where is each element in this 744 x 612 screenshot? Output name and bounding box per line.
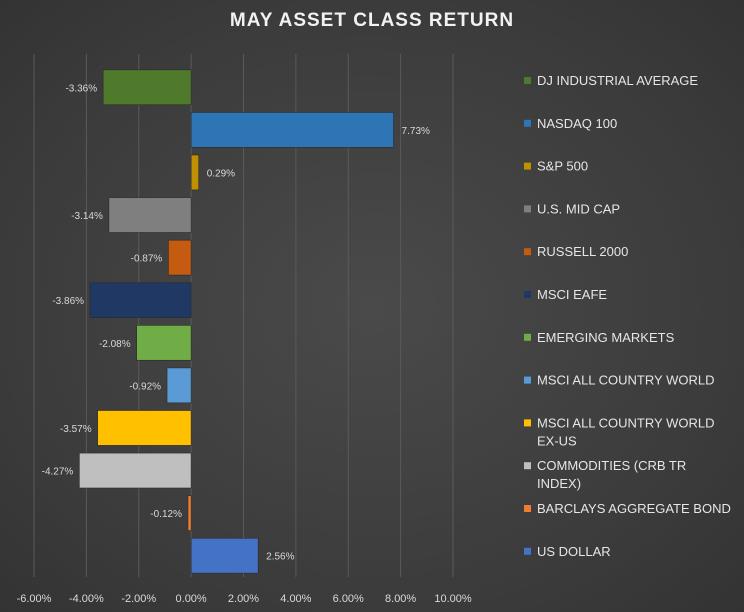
bar (97, 410, 192, 446)
bar (102, 69, 192, 106)
bar (79, 452, 192, 489)
x-tick-label: -6.00% (17, 593, 52, 605)
legend-swatch (524, 333, 531, 341)
bar (190, 112, 394, 148)
legend-swatch (524, 419, 531, 427)
x-tick-label: 0.00% (176, 593, 207, 605)
bar (166, 367, 192, 404)
legend-swatch (524, 77, 531, 84)
chart-title: MAY ASSET CLASS RETURN (229, 10, 515, 31)
legend-label: MSCI ALL COUNTRY WORLD EX-US (537, 415, 714, 448)
legend-label: U.S. MID CAP (537, 201, 620, 216)
data-label: -3.57% (60, 424, 92, 435)
bar (168, 239, 192, 276)
legend-label: RUSSELL 2000 (537, 244, 628, 259)
legend-label: MSCI EAFE (537, 287, 607, 302)
x-tick-label: -4.00% (69, 593, 104, 605)
legend-swatch (524, 505, 531, 512)
legend-label: US DOLLAR (537, 544, 611, 559)
x-tick-label: 6.00% (333, 593, 364, 605)
legend-label: MSCI ALL COUNTRY WORLD (537, 373, 714, 388)
x-tick-label: 2.00% (228, 593, 259, 605)
legend-label: NASDAQ 100 (537, 116, 617, 131)
legend-label: S&P 500 (537, 159, 588, 174)
data-label: -3.86% (52, 296, 84, 307)
legend-swatch (524, 119, 531, 127)
data-label: -0.87% (131, 254, 163, 265)
bar (136, 325, 192, 361)
data-label: 2.56% (266, 552, 294, 563)
data-label: -2.08% (99, 339, 131, 350)
legend-swatch (524, 462, 531, 470)
legend-swatch (524, 205, 531, 213)
data-label: -3.14% (71, 211, 103, 222)
data-label: -3.36% (65, 83, 97, 94)
data-label: -0.92% (129, 381, 161, 392)
bar (190, 537, 259, 574)
legend-swatch (524, 291, 531, 298)
legend-swatch (524, 376, 531, 384)
legend-label: DJ INDUSTRIAL AVERAGE (537, 73, 698, 88)
legend-swatch (524, 248, 531, 256)
data-label: -4.27% (42, 467, 74, 478)
legend-label: BARCLAYS AGGREGATE BOND (537, 501, 731, 516)
bar (108, 197, 192, 233)
x-tick-label: -2.00% (121, 593, 156, 605)
data-label: 7.73% (402, 126, 430, 137)
x-tick-label: 4.00% (280, 593, 311, 605)
bar (187, 495, 192, 531)
bar (89, 282, 192, 318)
x-tick-label: 10.00% (434, 593, 472, 605)
data-label: 0.29% (207, 168, 235, 179)
x-tick-label: 8.00% (385, 593, 416, 605)
legend-label: COMMODITIES (CRB TR INDEX) (537, 458, 686, 491)
legend-swatch (524, 162, 531, 170)
legend-label: EMERGING MARKETS (537, 330, 675, 345)
bar (190, 154, 200, 191)
legend-swatch (524, 547, 531, 555)
data-label: -0.12% (150, 509, 182, 520)
